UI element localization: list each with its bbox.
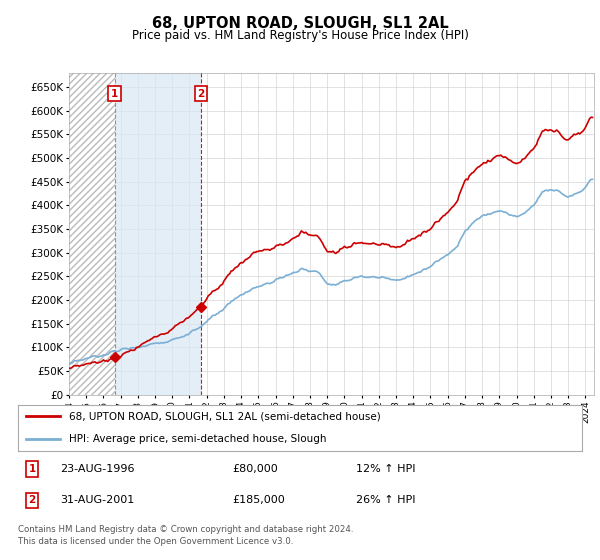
- Text: 1: 1: [28, 464, 36, 474]
- Line: 68, UPTON ROAD, SLOUGH, SL1 2AL (semi-detached house): 68, UPTON ROAD, SLOUGH, SL1 2AL (semi-de…: [69, 117, 593, 368]
- 68, UPTON ROAD, SLOUGH, SL1 2AL (semi-detached house): [154, 333, 161, 339]
- Bar: [115, 73, 201, 395]
- Text: 2: 2: [28, 496, 36, 506]
- 68, UPTON ROAD, SLOUGH, SL1 2AL (semi-detached house): [452, 199, 460, 206]
- 68, UPTON ROAD, SLOUGH, SL1 2AL (semi-detached house): [117, 354, 124, 361]
- Text: £185,000: £185,000: [232, 496, 285, 506]
- HPI: Average price, semi-detached house, Slough: (2e+03, 1.09e+05): Average price, semi-detached house, Slou…: [154, 339, 161, 346]
- Text: 68, UPTON ROAD, SLOUGH, SL1 2AL: 68, UPTON ROAD, SLOUGH, SL1 2AL: [152, 16, 448, 31]
- Text: 2: 2: [197, 88, 205, 99]
- HPI: Average price, semi-detached house, Slough: (2.01e+03, 2.44e+05): Average price, semi-detached house, Slou…: [348, 276, 355, 283]
- Text: Price paid vs. HM Land Registry's House Price Index (HPI): Price paid vs. HM Land Registry's House …: [131, 29, 469, 42]
- Text: £80,000: £80,000: [232, 464, 278, 474]
- HPI: Average price, semi-detached house, Slough: (2e+03, 9.5e+04): Average price, semi-detached house, Slou…: [117, 347, 124, 353]
- HPI: Average price, semi-detached house, Slough: (2.01e+03, 2.68e+05): Average price, semi-detached house, Slou…: [424, 265, 431, 272]
- 68, UPTON ROAD, SLOUGH, SL1 2AL (semi-detached house): [424, 227, 431, 234]
- HPI: Average price, semi-detached house, Slough: (2e+03, 1.2e+05): Average price, semi-detached house, Slou…: [173, 335, 180, 342]
- Text: Contains HM Land Registry data © Crown copyright and database right 2024.
This d: Contains HM Land Registry data © Crown c…: [18, 525, 353, 546]
- Text: 68, UPTON ROAD, SLOUGH, SL1 2AL (semi-detached house): 68, UPTON ROAD, SLOUGH, SL1 2AL (semi-de…: [69, 412, 380, 421]
- Text: HPI: Average price, semi-detached house, Slough: HPI: Average price, semi-detached house,…: [69, 435, 326, 444]
- Text: 31-AUG-2001: 31-AUG-2001: [60, 496, 134, 506]
- 68, UPTON ROAD, SLOUGH, SL1 2AL (semi-detached house): [589, 114, 596, 121]
- HPI: Average price, semi-detached house, Slough: (2.02e+03, 3.12e+05): Average price, semi-detached house, Slou…: [452, 244, 460, 250]
- 68, UPTON ROAD, SLOUGH, SL1 2AL (semi-detached house): [587, 114, 595, 120]
- Text: 23-AUG-1996: 23-AUG-1996: [60, 464, 135, 474]
- HPI: Average price, semi-detached house, Slough: (1.99e+03, 6.5e+04): Average price, semi-detached house, Slou…: [65, 361, 73, 367]
- Text: 1: 1: [111, 88, 118, 99]
- HPI: Average price, semi-detached house, Slough: (2.02e+03, 4.55e+05): Average price, semi-detached house, Slou…: [589, 176, 596, 183]
- Bar: [69, 73, 115, 395]
- 68, UPTON ROAD, SLOUGH, SL1 2AL (semi-detached house): [65, 365, 73, 372]
- Line: HPI: Average price, semi-detached house, Slough: HPI: Average price, semi-detached house,…: [69, 179, 593, 364]
- 68, UPTON ROAD, SLOUGH, SL1 2AL (semi-detached house): [173, 322, 180, 329]
- 68, UPTON ROAD, SLOUGH, SL1 2AL (semi-detached house): [348, 242, 355, 249]
- Text: 26% ↑ HPI: 26% ↑ HPI: [356, 496, 416, 506]
- Text: 12% ↑ HPI: 12% ↑ HPI: [356, 464, 416, 474]
